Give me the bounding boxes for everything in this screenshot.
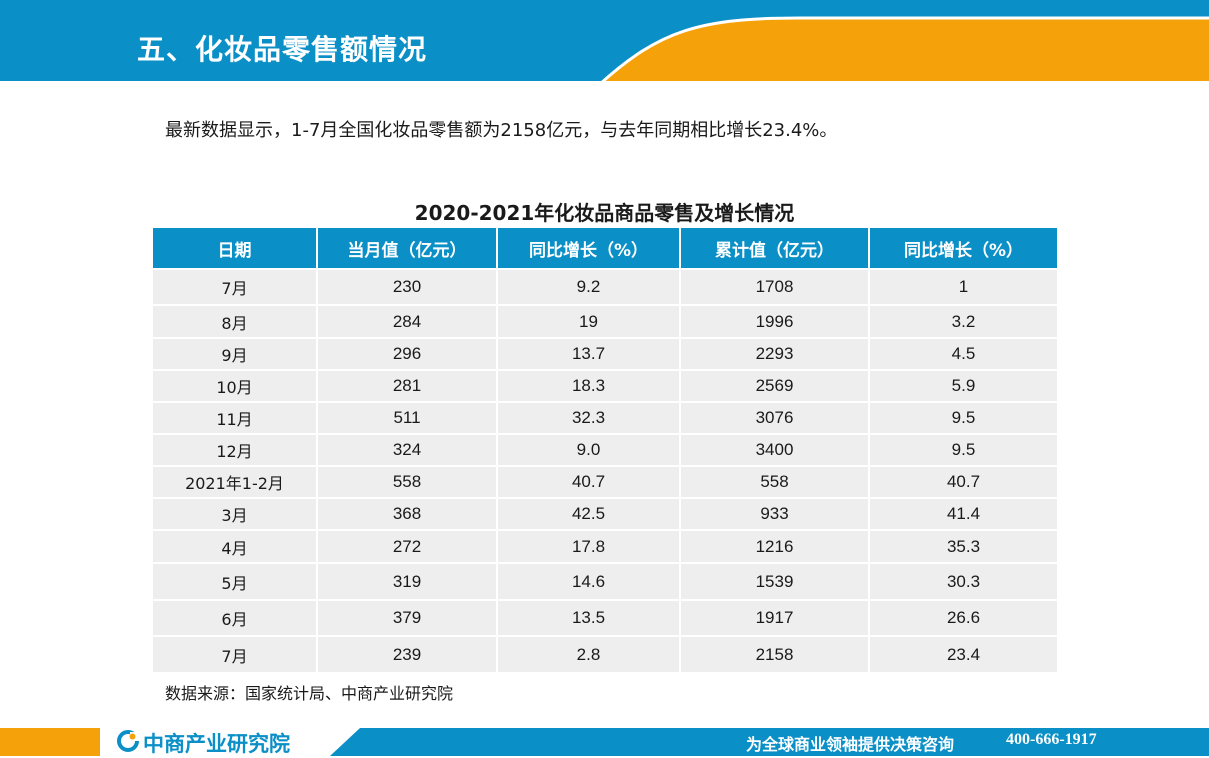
table-cell-date: 10月 — [153, 369, 317, 402]
table-cell-monthly-value: 272 — [316, 529, 497, 563]
table-cell-date: 12月 — [153, 433, 317, 466]
table-cell-cumulative-value: 933 — [679, 497, 869, 530]
table-cell-monthly-growth: 14.6 — [496, 562, 680, 600]
table-cell-cumulative-growth: 9.5 — [868, 401, 1057, 434]
table-cell-cumulative-value: 1539 — [679, 562, 869, 600]
table-cell-monthly-growth: 9.2 — [496, 268, 680, 305]
data-source-note: 数据来源：国家统计局、中商产业研究院 — [165, 684, 454, 703]
table-cell-date: 7月 — [153, 268, 317, 305]
table-cell-cumulative-value: 1216 — [679, 529, 869, 563]
table-cell-cumulative-value: 1917 — [679, 599, 869, 636]
summary-text: 最新数据显示，1-7月全国化妆品零售额为2158亿元，与去年同期相比增长23.4… — [165, 120, 838, 141]
table-cell-monthly-growth: 40.7 — [496, 465, 680, 498]
table-cell-cumulative-growth: 9.5 — [868, 433, 1057, 466]
retail-table: 日期 当月值（亿元） 同比增长（%） 累计值（亿元） 同比增长（%） 7月 230… — [153, 228, 1057, 672]
table-row: 10月 281 18.3 2569 5.9 — [153, 369, 1057, 402]
table-cell-monthly-value: 324 — [316, 433, 497, 466]
table-cell-monthly-value: 296 — [316, 337, 497, 370]
table-cell-monthly-growth: 18.3 — [496, 369, 680, 402]
page-title: 五、化妆品零售额情况 — [137, 33, 428, 66]
table-cell-date: 2021年1-2月 — [153, 465, 317, 498]
table-cell-monthly-growth: 32.3 — [496, 401, 680, 434]
footer-slogan: 为全球商业领袖提供决策咨询 — [746, 735, 955, 754]
footer-bar: 中商产业研究院 为全球商业领袖提供决策咨询 400-666-1917 — [0, 724, 1209, 756]
table-cell-cumulative-value: 2293 — [679, 337, 869, 370]
table-cell-date: 3月 — [153, 497, 317, 530]
table-row: 2021年1-2月 558 40.7 558 40.7 — [153, 465, 1057, 498]
table-cell-monthly-value: 239 — [316, 635, 497, 672]
table-title: 2020-2021年化妆品商品零售及增长情况 — [414, 201, 795, 225]
footer-logo-area — [100, 728, 360, 756]
table-cell-monthly-growth: 19 — [496, 304, 680, 338]
table-cell-monthly-growth: 9.0 — [496, 433, 680, 466]
table-row: 12月 324 9.0 3400 9.5 — [153, 433, 1057, 466]
table-cell-cumulative-value: 1708 — [679, 268, 869, 305]
table-cell-monthly-value: 511 — [316, 401, 497, 434]
table-row: 3月 368 42.5 933 41.4 — [153, 497, 1057, 530]
column-header-cumulative-value: 累计值（亿元） — [679, 228, 869, 269]
table-cell-cumulative-growth: 23.4 — [868, 635, 1057, 672]
column-header-cumulative-growth: 同比增长（%） — [868, 228, 1057, 269]
table-cell-monthly-value: 230 — [316, 268, 497, 305]
table-cell-date: 11月 — [153, 401, 317, 434]
table-cell-monthly-growth: 42.5 — [496, 497, 680, 530]
table-cell-cumulative-growth: 1 — [868, 268, 1057, 305]
table-row: 5月 319 14.6 1539 30.3 — [153, 562, 1057, 600]
table-cell-monthly-value: 319 — [316, 562, 497, 600]
table-body: 7月 230 9.2 1708 1 8月 284 19 1996 3.2 9月 296 13.7 2293… — [153, 268, 1057, 672]
table-cell-cumulative-growth: 3.2 — [868, 304, 1057, 338]
table-row: 7月 239 2.8 2158 23.4 — [153, 635, 1057, 672]
footer-phone: 400-666-1917 — [1006, 731, 1097, 748]
table-cell-cumulative-value: 2569 — [679, 369, 869, 402]
table-cell-date: 8月 — [153, 304, 317, 338]
table-cell-cumulative-growth: 41.4 — [868, 497, 1057, 530]
table-cell-cumulative-growth: 4.5 — [868, 337, 1057, 370]
table-row: 6月 379 13.5 1917 26.6 — [153, 599, 1057, 636]
table-cell-monthly-value: 284 — [316, 304, 497, 338]
table-cell-cumulative-growth: 5.9 — [868, 369, 1057, 402]
table-row: 11月 511 32.3 3076 9.5 — [153, 401, 1057, 434]
column-header-monthly-value: 当月值（亿元） — [316, 228, 497, 269]
header-divider — [0, 81, 1209, 84]
table-cell-date: 5月 — [153, 562, 317, 600]
table-row: 7月 230 9.2 1708 1 — [153, 268, 1057, 305]
table-cell-cumulative-value: 558 — [679, 465, 869, 498]
company-logo-text: 中商产业研究院 — [143, 732, 290, 756]
table-cell-cumulative-growth: 26.6 — [868, 599, 1057, 636]
header-banner: 五、化妆品零售额情况 — [0, 0, 1209, 84]
footer-blue-strip — [330, 728, 1209, 756]
table-cell-monthly-value: 379 — [316, 599, 497, 636]
table-header-row: 日期 当月值（亿元） 同比增长（%） 累计值（亿元） 同比增长（%） — [153, 228, 1057, 269]
table-cell-monthly-growth: 13.7 — [496, 337, 680, 370]
table-cell-cumulative-growth: 40.7 — [868, 465, 1057, 498]
table-cell-monthly-growth: 17.8 — [496, 529, 680, 563]
table-cell-monthly-value: 558 — [316, 465, 497, 498]
table-cell-monthly-value: 368 — [316, 497, 497, 530]
column-header-date: 日期 — [153, 228, 317, 269]
table-cell-cumulative-value: 3076 — [679, 401, 869, 434]
table-cell-cumulative-value: 3400 — [679, 433, 869, 466]
table-row: 4月 272 17.8 1216 35.3 — [153, 529, 1057, 563]
header-orange-swoosh — [598, 16, 1209, 84]
table-cell-cumulative-value: 2158 — [679, 635, 869, 672]
table-cell-monthly-value: 281 — [316, 369, 497, 402]
table-row: 9月 296 13.7 2293 4.5 — [153, 337, 1057, 370]
table-cell-date: 6月 — [153, 599, 317, 636]
table-cell-monthly-growth: 13.5 — [496, 599, 680, 636]
table-cell-date: 4月 — [153, 529, 317, 563]
table-cell-date: 7月 — [153, 635, 317, 672]
company-logo-icon — [117, 730, 139, 752]
table-cell-date: 9月 — [153, 337, 317, 370]
table-cell-cumulative-growth: 35.3 — [868, 529, 1057, 563]
table-cell-cumulative-growth: 30.3 — [868, 562, 1057, 600]
table-cell-monthly-growth: 2.8 — [496, 635, 680, 672]
column-header-monthly-growth: 同比增长（%） — [496, 228, 680, 269]
table-row: 8月 284 19 1996 3.2 — [153, 304, 1057, 338]
table-cell-cumulative-value: 1996 — [679, 304, 869, 338]
footer-orange-strip — [0, 728, 100, 756]
